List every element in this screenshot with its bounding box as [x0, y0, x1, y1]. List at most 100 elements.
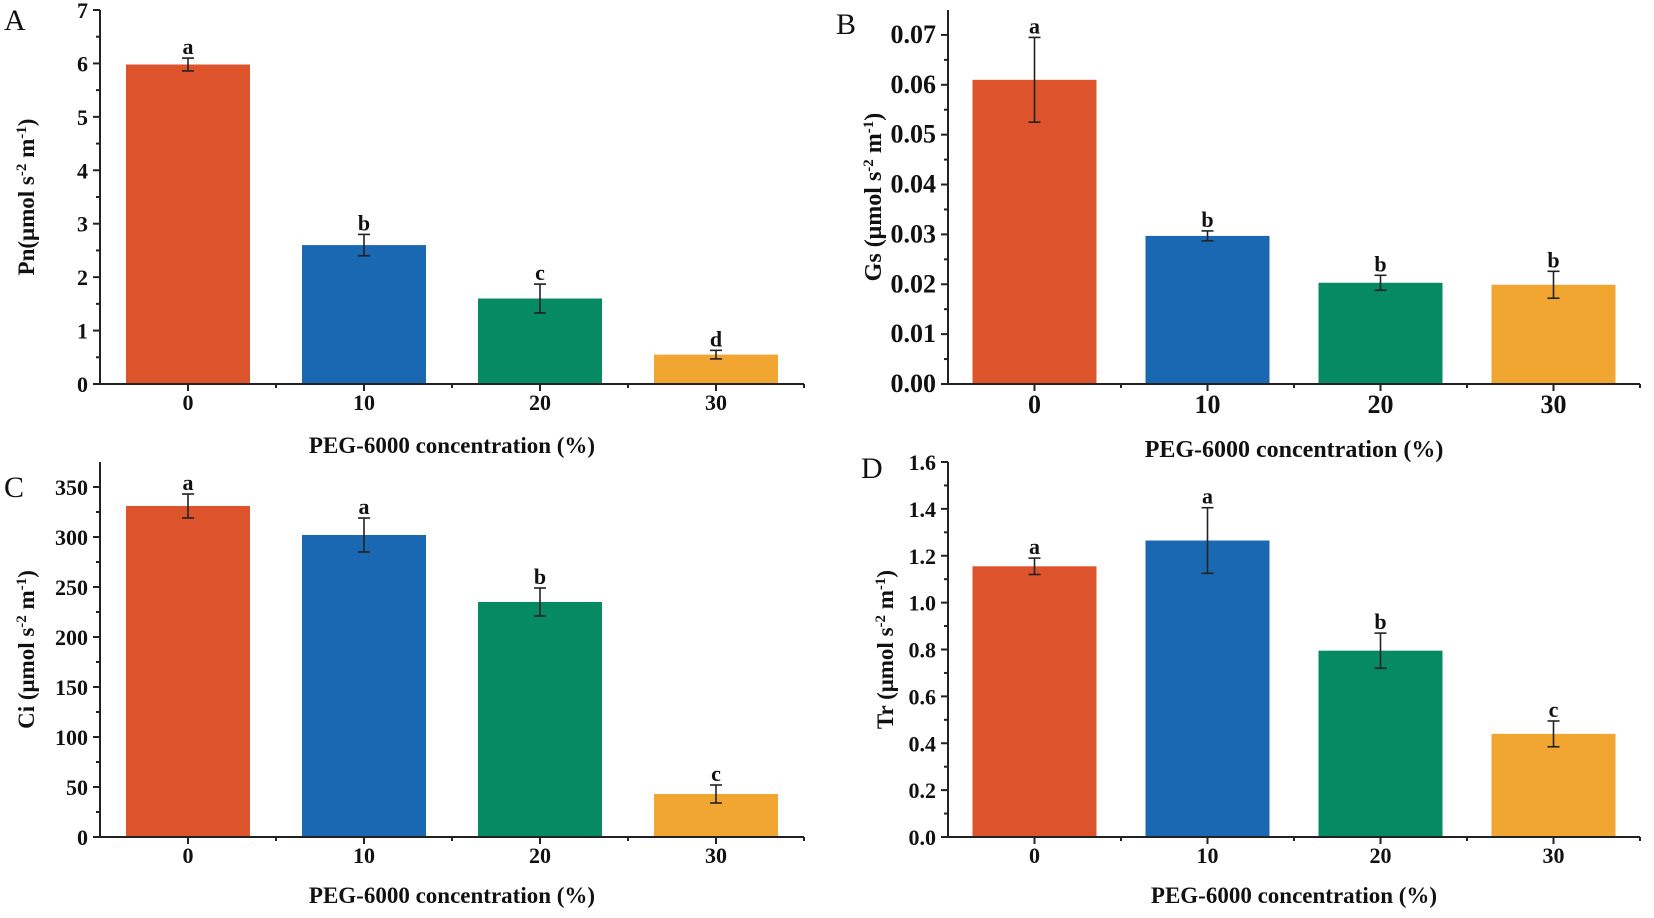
x-tick-label: 10	[353, 390, 375, 415]
x-tick-label: 30	[705, 390, 727, 415]
panel-a: Aa b c d 0 1 2 3 4 5 6 7 0 10 20 30 PEG-6000 concentrati…	[4, 0, 805, 458]
x-tick-label: 0	[183, 843, 194, 868]
y-axis-title-superscript: -2	[14, 615, 30, 628]
error-bar-10	[358, 517, 370, 553]
bar-0	[972, 79, 1097, 385]
y-axis-title-superscript: -2	[14, 164, 30, 177]
y-tick-label: 0.6	[909, 684, 937, 709]
y-tick-label: 1.6	[909, 450, 937, 475]
significance-label: c	[711, 761, 721, 786]
y-axis-title-part: m	[861, 133, 887, 159]
error-bar-10	[1201, 230, 1214, 242]
significance-label: a	[1029, 13, 1040, 38]
y-tick-label: 0.04	[891, 170, 937, 199]
y-tick-label: 0.01	[891, 319, 937, 348]
y-tick-label: 1.0	[909, 591, 937, 616]
y-axis-title-superscript: -1	[873, 578, 889, 591]
y-axis-title-part: )	[14, 570, 39, 578]
significance-label: a	[183, 34, 194, 59]
x-axis-title: PEG-6000 concentration (%)	[309, 433, 595, 458]
significance-label: b	[534, 564, 546, 589]
y-tick-label: 2	[77, 265, 88, 290]
y-tick-label: 0.05	[891, 120, 937, 149]
error-bar-0	[1028, 36, 1041, 123]
y-tick-label: 3	[77, 212, 88, 237]
panel-d: Da a b c 0.0 0.2 0.4 0.6 0.8 1.0 1.2 1.4 1.6 0 10 20 30 P…	[861, 450, 1641, 908]
y-axis-title-superscript: -1	[14, 126, 30, 139]
significance-label: a	[1202, 484, 1213, 509]
bar-10	[302, 535, 426, 837]
y-tick-label: 0.0	[909, 825, 937, 850]
x-axis-title: PEG-6000 concentration (%)	[1151, 883, 1437, 908]
significance-label: b	[1374, 609, 1386, 634]
panel-letter: A	[4, 4, 26, 37]
bar-0	[126, 64, 250, 385]
x-tick-label: 20	[529, 390, 551, 415]
x-axis-title: PEG-6000 concentration (%)	[309, 883, 595, 908]
y-axis-title-part: m	[873, 590, 898, 615]
bar-10	[1145, 540, 1270, 837]
y-tick-label: 6	[77, 51, 88, 76]
y-tick-label: 0.2	[909, 778, 937, 803]
x-tick-label: 20	[529, 843, 551, 868]
significance-label: b	[358, 210, 370, 235]
significance-label: a	[183, 470, 194, 495]
x-tick-label: 0	[183, 390, 194, 415]
y-axis-title-superscript: -1	[14, 578, 30, 591]
significance-label: d	[710, 326, 722, 351]
significance-label: a	[359, 494, 370, 519]
error-bar-10	[1201, 506, 1214, 575]
y-tick-label: 300	[55, 525, 88, 550]
error-bar-20	[534, 283, 546, 314]
error-bar-30	[710, 784, 722, 804]
y-axis-title-part: Ci (μmol s	[14, 628, 39, 729]
y-tick-label: 0.07	[891, 20, 937, 49]
panel-letter: B	[836, 8, 856, 41]
bar-20	[478, 602, 602, 837]
y-tick-label: 200	[55, 625, 88, 650]
y-tick-label: 0.03	[891, 219, 937, 248]
y-tick-label: 1.4	[909, 497, 937, 522]
panel-letter: D	[861, 452, 883, 485]
y-tick-label: 7	[77, 0, 88, 23]
x-tick-label: 10	[353, 843, 375, 868]
y-axis-title: Pn(μmol s-2 m-1)	[14, 119, 39, 276]
significance-label: b	[1201, 207, 1213, 232]
y-tick-label: 50	[66, 775, 88, 800]
significance-label: b	[1547, 247, 1559, 272]
error-bar-0	[182, 57, 194, 72]
y-axis-title: Gs (μmol s-2 m-1)	[861, 113, 887, 282]
y-tick-label: 250	[55, 575, 88, 600]
x-tick-label: 10	[1197, 843, 1219, 868]
significance-label: b	[1374, 251, 1386, 276]
bar-20	[1318, 650, 1443, 837]
error-bar-30	[1547, 270, 1560, 300]
y-tick-label: 0.06	[891, 70, 937, 99]
bar-0	[126, 506, 250, 837]
x-tick-label: 30	[1541, 390, 1567, 419]
y-axis-title-part: Tr (μmol s	[873, 627, 898, 729]
error-bar-20	[534, 587, 546, 617]
error-bar-10	[358, 233, 370, 257]
y-tick-label: 5	[77, 105, 88, 130]
y-axis-title-part: m	[14, 590, 39, 615]
y-axis-title-part: Gs (μmol s	[861, 172, 887, 282]
panel-letter: C	[4, 471, 24, 504]
y-tick-label: 0.4	[909, 731, 937, 756]
significance-label: a	[1029, 534, 1040, 559]
y-tick-label: 1	[77, 319, 88, 344]
y-tick-label: 0	[77, 372, 88, 397]
y-tick-label: 150	[55, 675, 88, 700]
error-bar-0	[182, 493, 194, 519]
x-axis-title: PEG-6000 concentration (%)	[1145, 437, 1444, 463]
x-tick-label: 0	[1028, 390, 1041, 419]
y-tick-label: 100	[55, 725, 88, 750]
y-axis-title-superscript: -1	[861, 121, 877, 134]
x-tick-label: 30	[1543, 843, 1565, 868]
bar-30	[1491, 733, 1616, 837]
x-tick-label: 10	[1195, 390, 1221, 419]
y-tick-label: 0.8	[909, 638, 937, 663]
bar-0	[972, 566, 1097, 837]
